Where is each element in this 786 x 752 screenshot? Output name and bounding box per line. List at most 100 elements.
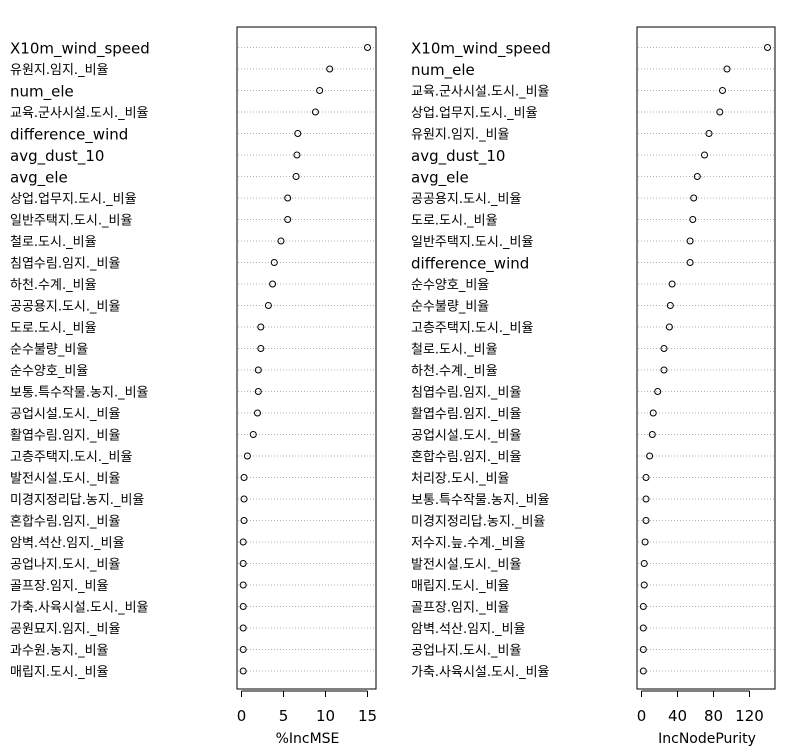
data-point	[686, 259, 694, 266]
data-point	[284, 216, 292, 223]
data-point	[239, 560, 247, 567]
row-label: 교육.군사시설.도시._비율	[411, 85, 550, 100]
row-label: avg_dust_10	[10, 147, 104, 166]
data-point	[254, 366, 262, 374]
x-tick-label: 80	[704, 707, 723, 725]
data-point	[639, 624, 647, 632]
data-point	[665, 323, 673, 331]
data-point	[270, 259, 278, 266]
row-label: X10m_wind_speed	[411, 40, 551, 59]
data-point	[269, 280, 277, 288]
x-tick-label: 40	[668, 707, 687, 725]
data-point	[764, 44, 771, 51]
row-label: avg_dust_10	[411, 147, 505, 166]
row-label: X10m_wind_speed	[10, 40, 150, 59]
row-label: 유원지.임지._비율	[10, 63, 109, 78]
row-label: 공업나지.도시._비율	[411, 644, 521, 659]
data-point	[719, 87, 726, 94]
row-label: 보통.특수작물.농지._비율	[10, 386, 149, 401]
row-label: 고층주택지.도시._비율	[10, 450, 132, 465]
row-label: num_ele	[411, 61, 475, 80]
data-point	[701, 151, 708, 159]
data-point	[649, 409, 657, 417]
row-label: 도로.도시._비율	[411, 214, 498, 229]
row-label: 활엽수림.임지._비율	[10, 429, 120, 444]
data-point	[660, 345, 668, 352]
data-point	[257, 323, 265, 331]
row-label: 일반주택지.도시._비율	[10, 214, 132, 229]
data-point	[239, 581, 247, 589]
x-tick-label: 120	[735, 707, 764, 725]
data-point	[689, 216, 697, 223]
row-label: 발전시설.도시._비율	[411, 558, 521, 573]
row-label: 미경지정리답.농지._비율	[411, 515, 545, 530]
plot-frame	[236, 26, 377, 690]
row-label: 공업나지.도시._비율	[10, 558, 120, 573]
incnodepurity-panel: X10m_wind_speed num_ele 교육.군사시설.도시._비율상업.업…	[411, 26, 776, 747]
row-label: 보통.특수작물.농지._비율	[411, 493, 550, 508]
data-point	[264, 302, 272, 309]
data-point	[660, 366, 668, 374]
row-label: 철로.도시._비율	[10, 235, 97, 250]
data-point	[277, 237, 285, 245]
data-point	[240, 517, 248, 524]
incmse-panel: X10m_wind_speed 유원지.임지._비율 num_ele 교육.군사시설.…	[10, 26, 377, 747]
row-label: 공업시설.도시._비율	[10, 407, 120, 422]
row-label: 침엽수림.임지._비율	[411, 386, 521, 401]
data-point	[686, 237, 694, 245]
row-label: 매립지.도시._비율	[10, 665, 109, 680]
data-point	[646, 452, 654, 460]
row-label: 상업.업무지.도시._비율	[10, 192, 137, 207]
data-point	[723, 65, 731, 73]
row-label: 일반주택지.도시._비율	[411, 235, 533, 250]
row-label: 암벽.석산.임지._비율	[10, 536, 125, 551]
row-label: 순수불량_비율	[10, 343, 88, 358]
row-label: 철로.도시._비율	[411, 343, 498, 358]
x-axis-title: IncNodePurity	[658, 731, 756, 747]
data-point	[639, 667, 647, 675]
data-point	[640, 581, 648, 589]
x-tick-label: 0	[637, 707, 647, 725]
data-point	[311, 108, 319, 116]
data-point	[243, 452, 251, 460]
data-point	[316, 87, 324, 94]
row-label: 암벽.석산.임지._비율	[411, 622, 526, 637]
row-label: 과수원.농지._비율	[10, 644, 109, 659]
row-label: 매립지.도시._비율	[411, 579, 510, 594]
row-label: avg_ele	[411, 169, 469, 188]
row-label: 유원지.임지._비율	[411, 128, 510, 143]
row-label: 교육.군사시설.도시._비율	[10, 106, 149, 121]
x-tick-label: 0	[237, 707, 247, 725]
data-point	[640, 560, 648, 567]
row-label: 공업시설.도시._비율	[411, 429, 521, 444]
row-label: difference_wind	[411, 255, 529, 274]
row-label: 혼합수림.임지._비율	[10, 515, 120, 530]
row-label: 공공용지.도시._비율	[10, 300, 120, 315]
data-point	[668, 280, 676, 288]
row-label: 순수불량_비율	[411, 300, 489, 315]
data-point	[642, 517, 650, 524]
data-point	[642, 495, 650, 503]
row-label: 고층주택지.도시._비율	[411, 321, 533, 336]
row-label: 도로.도시._비율	[10, 321, 97, 336]
row-label: 처리장.도시._비율	[411, 472, 510, 487]
row-label: 침엽수림.임지._비율	[10, 257, 120, 272]
row-label: 공원묘지.임지._비율	[10, 622, 120, 637]
row-label: 하천.수계._비율	[411, 364, 498, 379]
x-tick-label: 10	[316, 707, 335, 725]
row-label: 미경지정리답.농지._비율	[10, 493, 144, 508]
row-label: 하천.수계._비율	[10, 278, 97, 293]
row-label: 저수지.늪.수계._비율	[411, 536, 526, 551]
data-point	[239, 624, 247, 632]
row-label: difference_wind	[10, 126, 128, 145]
data-point	[690, 194, 698, 202]
row-label: 가축.사육시설.도시._비율	[411, 665, 550, 680]
data-point	[249, 431, 257, 438]
data-point	[639, 603, 647, 610]
data-point	[240, 474, 248, 481]
data-point	[239, 646, 247, 653]
data-point	[639, 646, 647, 653]
data-point	[705, 130, 713, 137]
x-tick-label: 15	[358, 707, 377, 725]
